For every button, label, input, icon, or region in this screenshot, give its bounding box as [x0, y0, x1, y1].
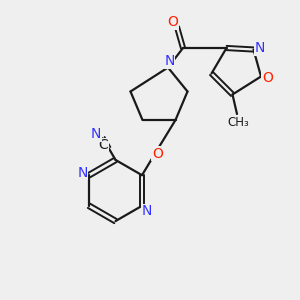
Text: N: N [91, 127, 101, 141]
Text: N: N [255, 41, 265, 55]
Text: CH₃: CH₃ [228, 116, 249, 129]
Text: C: C [98, 138, 108, 152]
Text: N: N [141, 204, 152, 218]
Text: N: N [164, 54, 175, 68]
Text: O: O [152, 147, 163, 160]
Text: O: O [167, 16, 178, 29]
Text: N: N [77, 166, 88, 180]
Text: O: O [262, 71, 273, 85]
